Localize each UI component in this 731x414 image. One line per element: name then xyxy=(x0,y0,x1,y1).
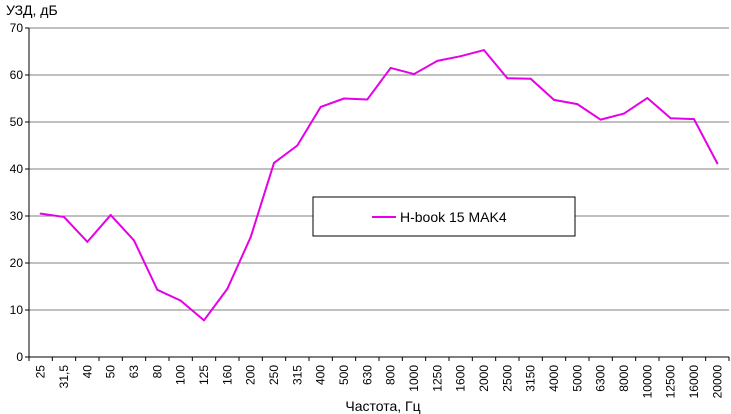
x-tick-label-3: 50 xyxy=(104,365,118,379)
y-tick-label-70: 70 xyxy=(10,21,24,35)
x-tick-label-5: 80 xyxy=(150,365,164,379)
y-tick-label-20: 20 xyxy=(10,256,24,270)
data-point-0-20 xyxy=(506,77,509,80)
x-tick-label-28: 16000 xyxy=(687,365,701,399)
x-tick-label-14: 630 xyxy=(360,365,374,385)
y-tick-labels: 0 10 20 30 40 50 60 70 xyxy=(10,21,24,364)
data-point-0-18 xyxy=(459,55,462,58)
x-tick-label-19: 2000 xyxy=(477,365,491,392)
x-tick-label-20: 2500 xyxy=(500,365,514,392)
x-tick-label-24: 6300 xyxy=(594,365,608,392)
data-point-0-15 xyxy=(389,66,392,69)
axes xyxy=(25,27,730,361)
y-tick-label-50: 50 xyxy=(10,115,24,129)
y-tick-label-40: 40 xyxy=(10,162,24,176)
data-point-0-12 xyxy=(319,105,322,108)
data-point-0-23 xyxy=(576,103,579,106)
x-tick-label-22: 4000 xyxy=(547,365,561,392)
data-point-0-28 xyxy=(693,118,695,121)
y-axis-label: УЗД, дБ xyxy=(6,2,58,18)
x-tick-label-21: 3150 xyxy=(524,365,538,392)
data-point-0-11 xyxy=(296,144,299,147)
data-point-0-26 xyxy=(646,97,649,100)
x-tick-label-12: 400 xyxy=(314,365,328,385)
x-tick-label-18: 1600 xyxy=(454,365,468,392)
data-point-0-19 xyxy=(483,49,485,52)
data-point-0-9 xyxy=(249,236,252,239)
data-point-0-7 xyxy=(203,319,205,322)
data-point-0-5 xyxy=(156,288,159,291)
data-point-0-25 xyxy=(623,112,625,115)
x-tick-label-0: 25 xyxy=(34,365,48,379)
x-tick-label-15: 800 xyxy=(384,365,398,385)
y-tick-label-60: 60 xyxy=(10,68,24,82)
data-point-0-24 xyxy=(599,118,602,121)
x-tick-label-29: 20000 xyxy=(710,365,724,399)
data-point-0-22 xyxy=(553,98,555,101)
x-tick-label-17: 1250 xyxy=(430,365,444,392)
data-point-0-4 xyxy=(133,239,135,242)
grid-lines xyxy=(29,27,729,311)
data-point-0-21 xyxy=(529,77,532,80)
x-tick-label-11: 315 xyxy=(290,365,304,385)
x-tick-label-13: 500 xyxy=(337,365,351,385)
x-tick-label-16: 1000 xyxy=(407,365,421,392)
data-point-0-17 xyxy=(436,59,439,62)
legend-box xyxy=(312,196,576,237)
x-tick-label-25: 8000 xyxy=(617,365,631,392)
x-tick-label-8: 160 xyxy=(220,365,234,385)
data-point-0-16 xyxy=(413,73,415,76)
x-tick-label-1: 31,5 xyxy=(57,365,71,389)
x-axis-label: Частота, Гц xyxy=(345,398,420,414)
data-point-0-6 xyxy=(179,299,182,302)
series-line-0 xyxy=(40,49,719,322)
legend: H-book 15 MAK4 xyxy=(312,196,576,237)
legend-label: H-book 15 MAK4 xyxy=(400,209,507,225)
y-tick-label-30: 30 xyxy=(10,209,24,223)
x-tick-label-4: 63 xyxy=(127,365,141,379)
data-point-0-14 xyxy=(366,98,369,101)
data-point-0-29 xyxy=(716,162,719,165)
y-tick-label-10: 10 xyxy=(10,303,24,317)
data-point-0-2 xyxy=(86,240,89,243)
x-tick-label-2: 40 xyxy=(80,365,94,379)
series-group xyxy=(39,49,719,322)
data-point-0-13 xyxy=(343,97,345,100)
data-point-0-3 xyxy=(109,214,112,217)
x-tick-labels: 25 31,5 40 50 63 80 100 125 160 200 250 315 400 500 63… xyxy=(34,365,725,399)
x-tick-label-26: 10000 xyxy=(640,365,654,399)
x-tick-label-7: 125 xyxy=(197,365,211,385)
x-tick-label-23: 5000 xyxy=(570,365,584,392)
data-point-0-1 xyxy=(63,215,65,218)
x-tick-label-6: 100 xyxy=(174,365,188,385)
data-point-0-10 xyxy=(273,161,275,164)
data-point-0-0 xyxy=(39,212,42,215)
data-point-0-8 xyxy=(226,287,229,290)
x-tick-label-27: 12500 xyxy=(664,365,678,399)
x-tick-label-9: 200 xyxy=(244,365,258,385)
y-tick-label-0: 0 xyxy=(16,350,23,364)
x-tick-label-10: 250 xyxy=(267,365,281,385)
data-point-0-27 xyxy=(669,117,672,120)
